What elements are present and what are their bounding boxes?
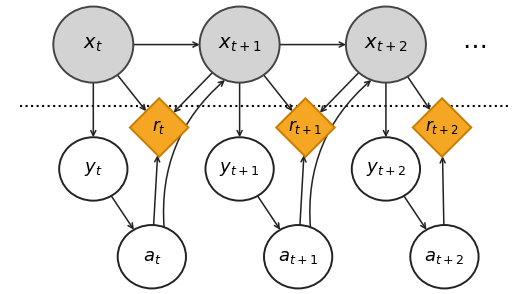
Text: $y_{t+1}$: $y_{t+1}$ bbox=[220, 160, 260, 178]
Polygon shape bbox=[413, 98, 472, 157]
Ellipse shape bbox=[352, 137, 420, 201]
Text: $x_t$: $x_t$ bbox=[83, 35, 103, 54]
Text: $r_{t+2}$: $r_{t+2}$ bbox=[425, 118, 459, 136]
Text: $a_{t+2}$: $a_{t+2}$ bbox=[425, 248, 465, 266]
Text: $a_t$: $a_t$ bbox=[143, 248, 161, 266]
Text: $x_{t+1}$: $x_{t+1}$ bbox=[218, 35, 261, 54]
Ellipse shape bbox=[410, 225, 478, 288]
Ellipse shape bbox=[59, 137, 127, 201]
Text: $a_{t+1}$: $a_{t+1}$ bbox=[278, 248, 318, 266]
Polygon shape bbox=[130, 98, 188, 157]
Ellipse shape bbox=[346, 6, 426, 83]
Ellipse shape bbox=[118, 225, 186, 288]
Text: $y_{t+2}$: $y_{t+2}$ bbox=[366, 160, 406, 178]
Ellipse shape bbox=[264, 225, 332, 288]
Text: $y_t$: $y_t$ bbox=[84, 160, 102, 178]
Text: $r_{t+1}$: $r_{t+1}$ bbox=[288, 118, 323, 136]
Text: $\cdots$: $\cdots$ bbox=[461, 33, 486, 56]
Polygon shape bbox=[276, 98, 335, 157]
Text: $r_t$: $r_t$ bbox=[152, 118, 166, 136]
Text: $x_{t+2}$: $x_{t+2}$ bbox=[364, 35, 408, 54]
Ellipse shape bbox=[200, 6, 280, 83]
Ellipse shape bbox=[205, 137, 274, 201]
Ellipse shape bbox=[53, 6, 133, 83]
